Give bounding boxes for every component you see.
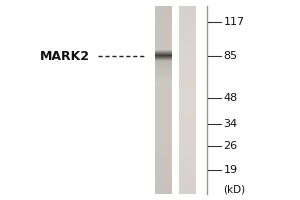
Text: 85: 85 [224,51,238,61]
Text: MARK2: MARK2 [40,49,90,62]
Text: (kD): (kD) [224,185,246,195]
Text: 48: 48 [224,93,238,103]
Text: 26: 26 [224,141,238,151]
Text: 117: 117 [224,17,244,27]
Text: 19: 19 [224,165,238,175]
Text: 34: 34 [224,119,238,129]
